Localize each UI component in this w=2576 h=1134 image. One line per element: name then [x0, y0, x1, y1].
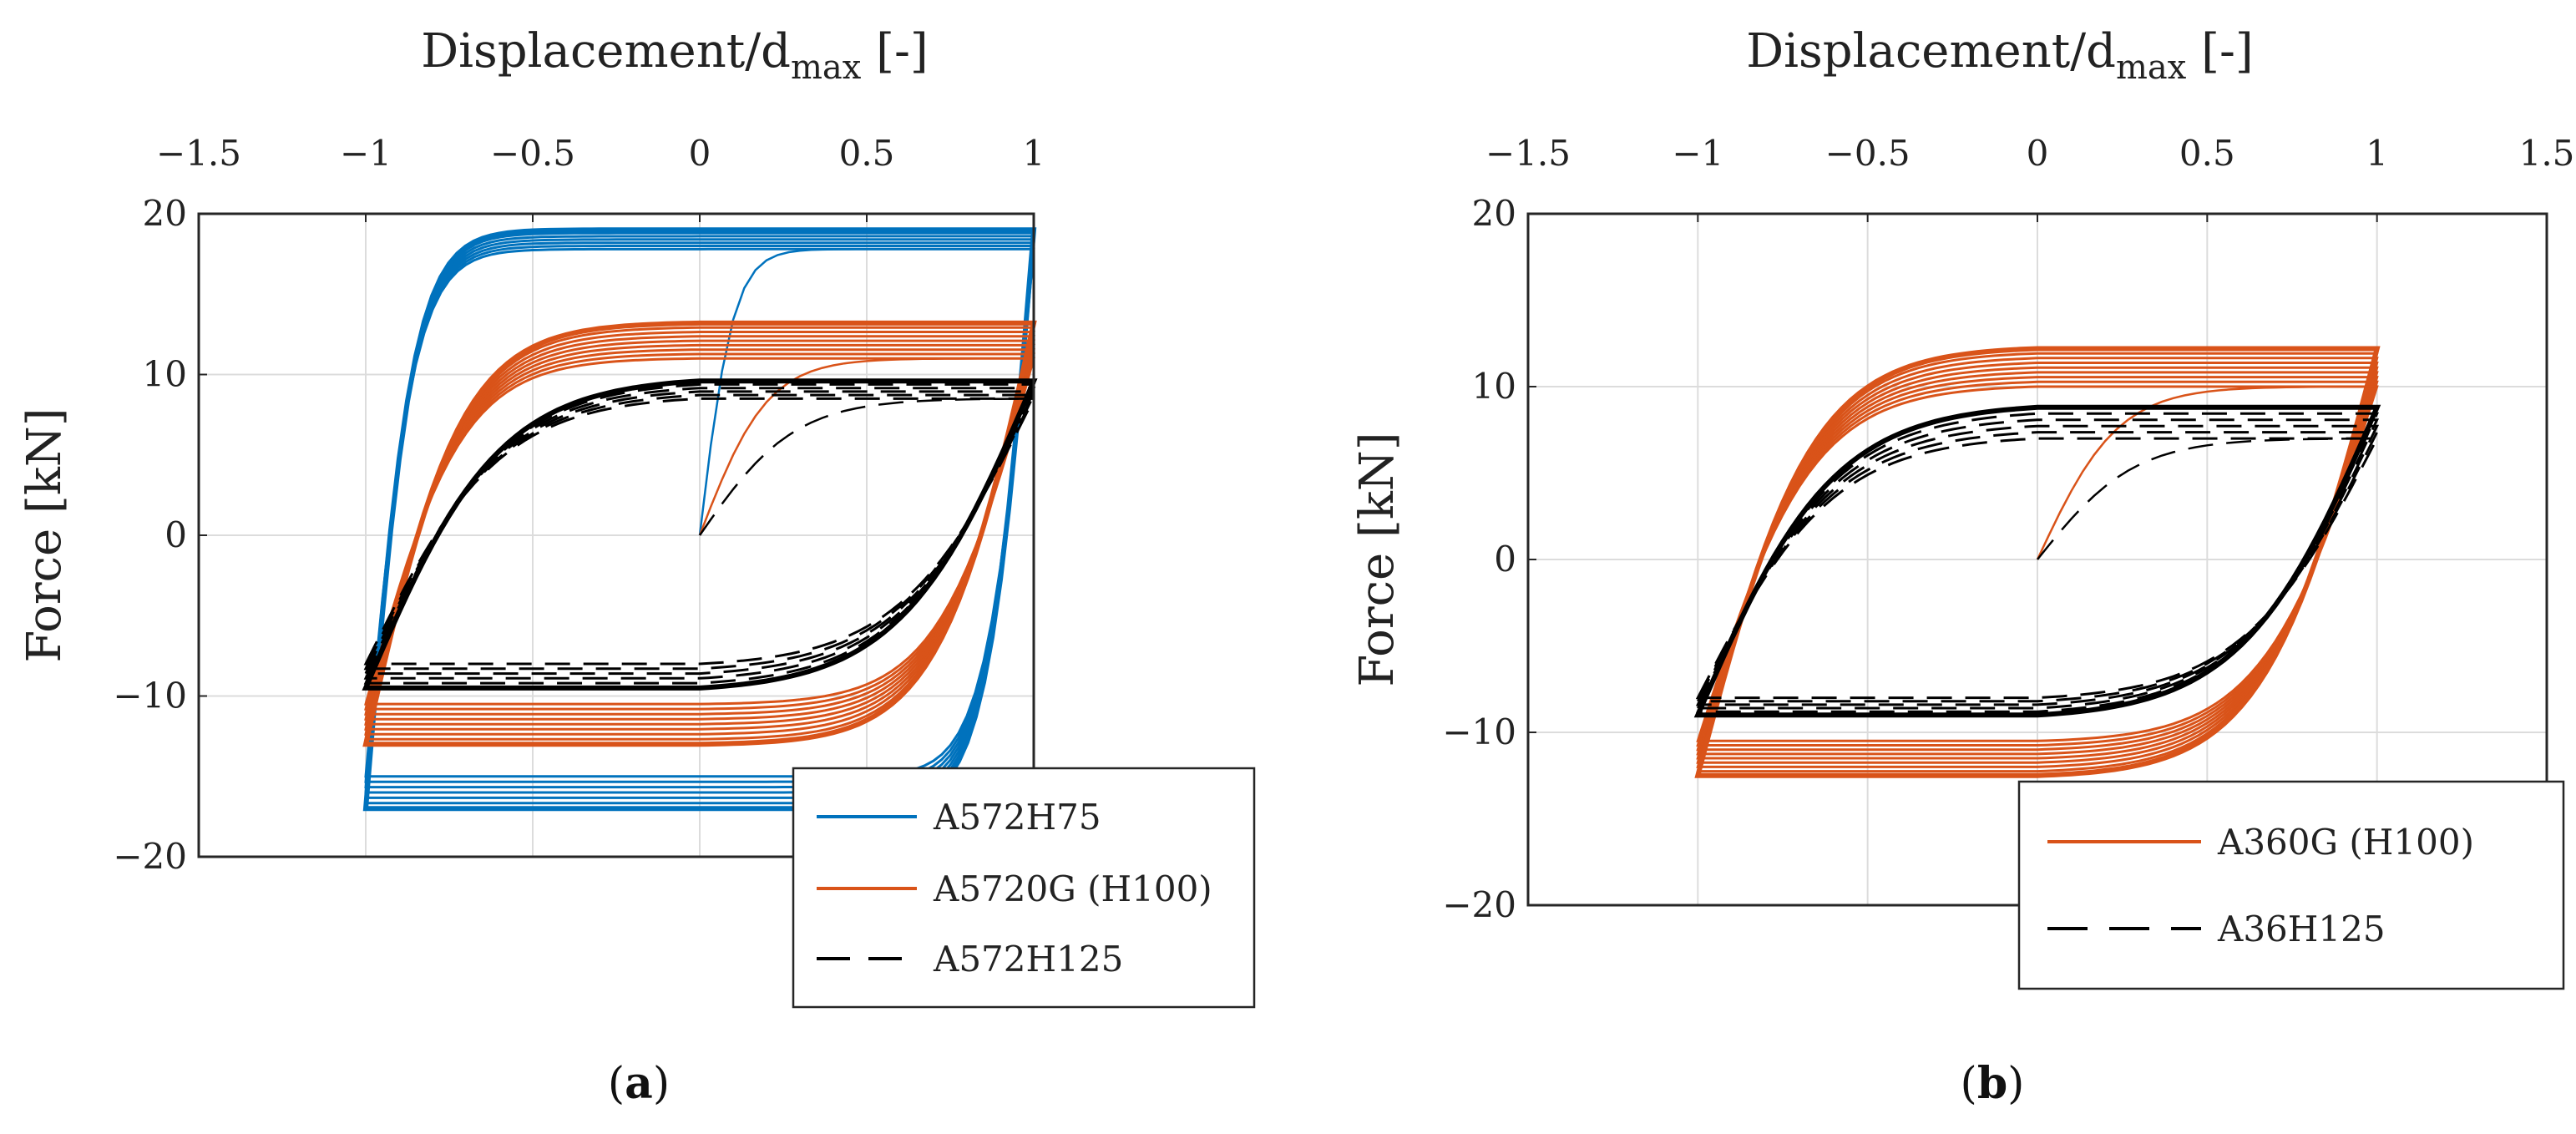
- series-a36h125-loop: [1695, 424, 2380, 706]
- y-tick-label-a: −20: [113, 836, 187, 877]
- series-a572h125-loop: [363, 393, 1036, 671]
- series-a572h75-initial-branch: [698, 248, 1035, 536]
- y-tick-label-b: 10: [1472, 366, 1516, 407]
- y-tick-label-b: 0: [1494, 539, 1516, 580]
- legend-b: A360G (H100) A36H125: [2017, 780, 2565, 990]
- grid-a: [199, 214, 1034, 857]
- curves-b: [1693, 346, 2381, 778]
- x-tick-label-a: −0.5: [490, 133, 575, 174]
- y-axis-label-a: Force [kN]: [18, 408, 72, 662]
- panel-a: −1.5 −1 −0.5 0 0.5 1 −20 −10 0 10 20 Displacement…: [18, 24, 1256, 1109]
- panel-label-b: (b): [1961, 1058, 2025, 1109]
- legend-label-a360g-h100: A360G (H100): [2217, 822, 2474, 863]
- series-a5720g-h100-initial-branch: [698, 357, 1034, 536]
- y-tick-label-a: −10: [113, 676, 187, 716]
- legend-label-a572h125: A572H125: [933, 939, 1123, 980]
- legend-box-b: [2017, 780, 2565, 990]
- series-a360g-h100-loop: [1696, 362, 2379, 764]
- legend-label-a36h125: A36H125: [2217, 909, 2386, 949]
- series-a360g-h100-loop: [1696, 366, 2379, 760]
- series-a360g-h100-loop: [1696, 376, 2379, 752]
- series-a36h125-loop: [1695, 431, 2380, 703]
- x-tick-label-b: 0.5: [2179, 133, 2235, 174]
- series-a572h125-loop: [363, 390, 1036, 676]
- legend-a: A572H75 A5720G (H100) A572H125: [792, 767, 1256, 1009]
- panel-b: −1.5 −1 −0.5 0 0.5 1 1.5 −20 −10 0 10 20 Displacem…: [1350, 24, 2574, 1109]
- x-ticks-a: −1.5 −1 −0.5 0 0.5 1: [156, 133, 1045, 222]
- x-tick-label-a: 0.5: [839, 133, 895, 174]
- legend-label-a572h75: A572H75: [933, 797, 1101, 838]
- y-tick-label-b: −20: [1442, 884, 1516, 925]
- y-axis-label-b: Force [kN]: [1350, 432, 1404, 686]
- x-axis-label-a: Displacement/dmax [-]: [421, 24, 929, 87]
- x-tick-label-b: −1: [1672, 133, 1723, 174]
- x-tick-label-b: −1.5: [1485, 133, 1571, 174]
- series-a360g-h100-loop: [1696, 380, 2379, 747]
- x-tick-label-b: 0: [2027, 133, 2049, 174]
- y-tick-label-a: 10: [143, 354, 187, 395]
- x-tick-label-a: −1: [340, 133, 392, 174]
- x-tick-label-a: 1: [1023, 133, 1045, 174]
- series-a360g-h100-loop: [1694, 346, 2381, 778]
- series-a572h125-loop: [363, 397, 1036, 666]
- panel-label-a: (a): [608, 1058, 670, 1109]
- x-tick-label-a: 0: [689, 133, 711, 174]
- legend-label-a5720g-h100: A5720G (H100): [933, 868, 1212, 909]
- series-a572h125-initial-branch: [698, 397, 1035, 536]
- y-ticks-a: −20 −10 0 10 20: [113, 193, 207, 877]
- y-tick-label-a: 20: [143, 193, 187, 234]
- x-tick-label-a: −1.5: [156, 133, 241, 174]
- series-a360g-h100-loop: [1696, 371, 2379, 756]
- y-tick-label-b: 20: [1472, 193, 1516, 234]
- series-a36h125-initial-branch: [2037, 437, 2377, 560]
- series-a360g-h100-initial-branch: [2036, 385, 2377, 560]
- x-tick-label-b: −0.5: [1825, 133, 1910, 174]
- y-tick-label-b: −10: [1442, 711, 1516, 752]
- x-ticks-b: −1.5 −1 −0.5 0 0.5 1 1.5: [1485, 133, 2574, 222]
- x-tick-label-b: 1.5: [2519, 133, 2575, 174]
- x-tick-label-b: 1: [2366, 133, 2388, 174]
- x-axis-label-b: Displacement/dmax [-]: [1746, 24, 2254, 87]
- y-tick-label-a: 0: [164, 514, 187, 555]
- series-a36h125-loop: [1693, 404, 2381, 718]
- series-a36h125-loop: [1695, 418, 2380, 710]
- y-ticks-b: −20 −10 0 10 20: [1442, 193, 1536, 925]
